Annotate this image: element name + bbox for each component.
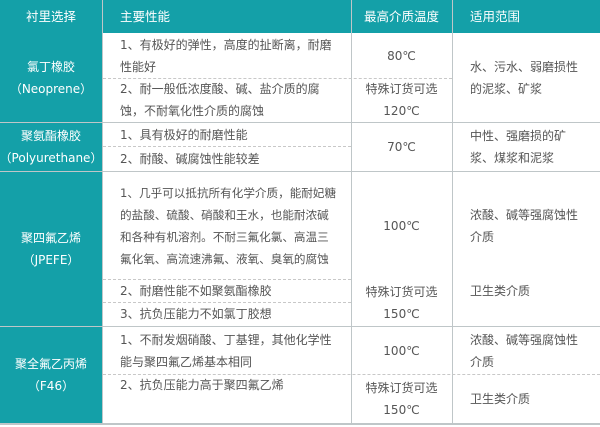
col-divider <box>351 0 352 425</box>
header-max-temp: 最高介质温度 <box>351 0 452 33</box>
temp-cell: 特殊订货可选 150℃ <box>351 279 452 326</box>
use-cell: 卫生类介质 <box>470 391 531 406</box>
temp-note: 特殊订货可选 <box>365 380 438 395</box>
temp-value: 150℃ <box>383 402 420 417</box>
use-cell: 浓酸、碱等强腐蚀性介质 <box>470 332 579 369</box>
header-application: 适用范围 <box>452 0 600 33</box>
property-cell: 2、抗负压能力高于聚四氟乙烯 <box>120 378 284 392</box>
col-divider <box>102 0 103 425</box>
material-name: 聚全氟乙丙烯 <box>14 357 87 371</box>
row-divider <box>0 122 600 123</box>
property-cell: 1、有极好的弹性，高度的扯断离，耐磨性能好 <box>120 37 332 74</box>
property-cell: 2、耐一般低浓度酸、碱、盐介质的腐蚀，不耐氧化性介质的腐蚀 <box>120 82 320 118</box>
material-name: 聚四氟乙烯 <box>20 231 81 245</box>
temp-cell: 特殊订货可选 150℃ <box>351 374 452 423</box>
use-cell: 中性、强磨损的矿浆、煤浆和泥浆 <box>470 129 567 165</box>
property-cell: 3、抗负压能力不如氯丁胶想 <box>120 307 272 321</box>
material-f46: 聚全氟乙丙烯 （F46） <box>0 327 102 423</box>
use-cell: 浓酸、碱等强腐蚀性介质 <box>470 207 579 244</box>
dashed-divider <box>103 146 351 147</box>
row-divider <box>0 171 600 172</box>
temp-cell: 70℃ <box>387 140 416 154</box>
property-cell: 1、几乎可以抵抗所有化学介质，能耐妃糖的盐酸、硫酸、硝酸和王水，也能耐浓碱和各种… <box>120 185 337 266</box>
material-code: （Polyurethane） <box>0 151 103 165</box>
temp-cell: 100℃ <box>383 343 420 358</box>
use-cell: 卫生类介质 <box>470 283 531 298</box>
property-cell: 1、具有极好的耐磨性能 <box>120 127 248 142</box>
property-cell: 1、不耐发烟硝酸、丁基锂，其他化学性能与聚四氟乙烯基本相同 <box>120 332 332 369</box>
temp-note: 特殊订货可选 <box>365 82 438 96</box>
dashed-divider <box>103 302 351 303</box>
header-lining: 衬里选择 <box>0 0 102 33</box>
dashed-divider <box>103 374 600 375</box>
temp-cell: 100℃ <box>383 218 420 233</box>
material-name: 聚氨酯橡胶 <box>20 129 81 143</box>
temp-value: 120℃ <box>383 104 420 118</box>
material-neoprene: 氯丁橡胶 （Neoprene） <box>0 33 102 122</box>
use-cell: 水、污水、弱磨损性的泥浆、矿浆 <box>470 59 579 96</box>
property-cell: 2、耐酸、碱腐蚀性能较差 <box>120 152 260 166</box>
row-divider <box>0 326 600 327</box>
temp-cell: 80℃ <box>387 48 416 63</box>
col-divider <box>452 0 453 425</box>
property-cell: 2、耐磨性能不如聚氨酯橡胶 <box>120 283 272 298</box>
dashed-divider <box>103 78 452 79</box>
header-properties: 主要性能 <box>102 0 351 33</box>
material-code: （F46） <box>27 379 75 393</box>
material-code: （JPEFE） <box>22 253 80 267</box>
material-ptfe: 聚四氟乙烯 （JPEFE） <box>0 172 102 326</box>
material-code: （Neoprene） <box>9 81 93 96</box>
temp-value: 150℃ <box>383 306 420 321</box>
row-divider <box>0 423 600 425</box>
material-polyurethane: 聚氨酯橡胶 （Polyurethane） <box>0 123 102 171</box>
temp-note: 特殊订货可选 <box>365 284 438 299</box>
dashed-divider <box>103 279 351 280</box>
temp-cell: 特殊订货可选 120℃ <box>351 78 452 122</box>
material-name: 氯丁橡胶 <box>26 59 75 74</box>
